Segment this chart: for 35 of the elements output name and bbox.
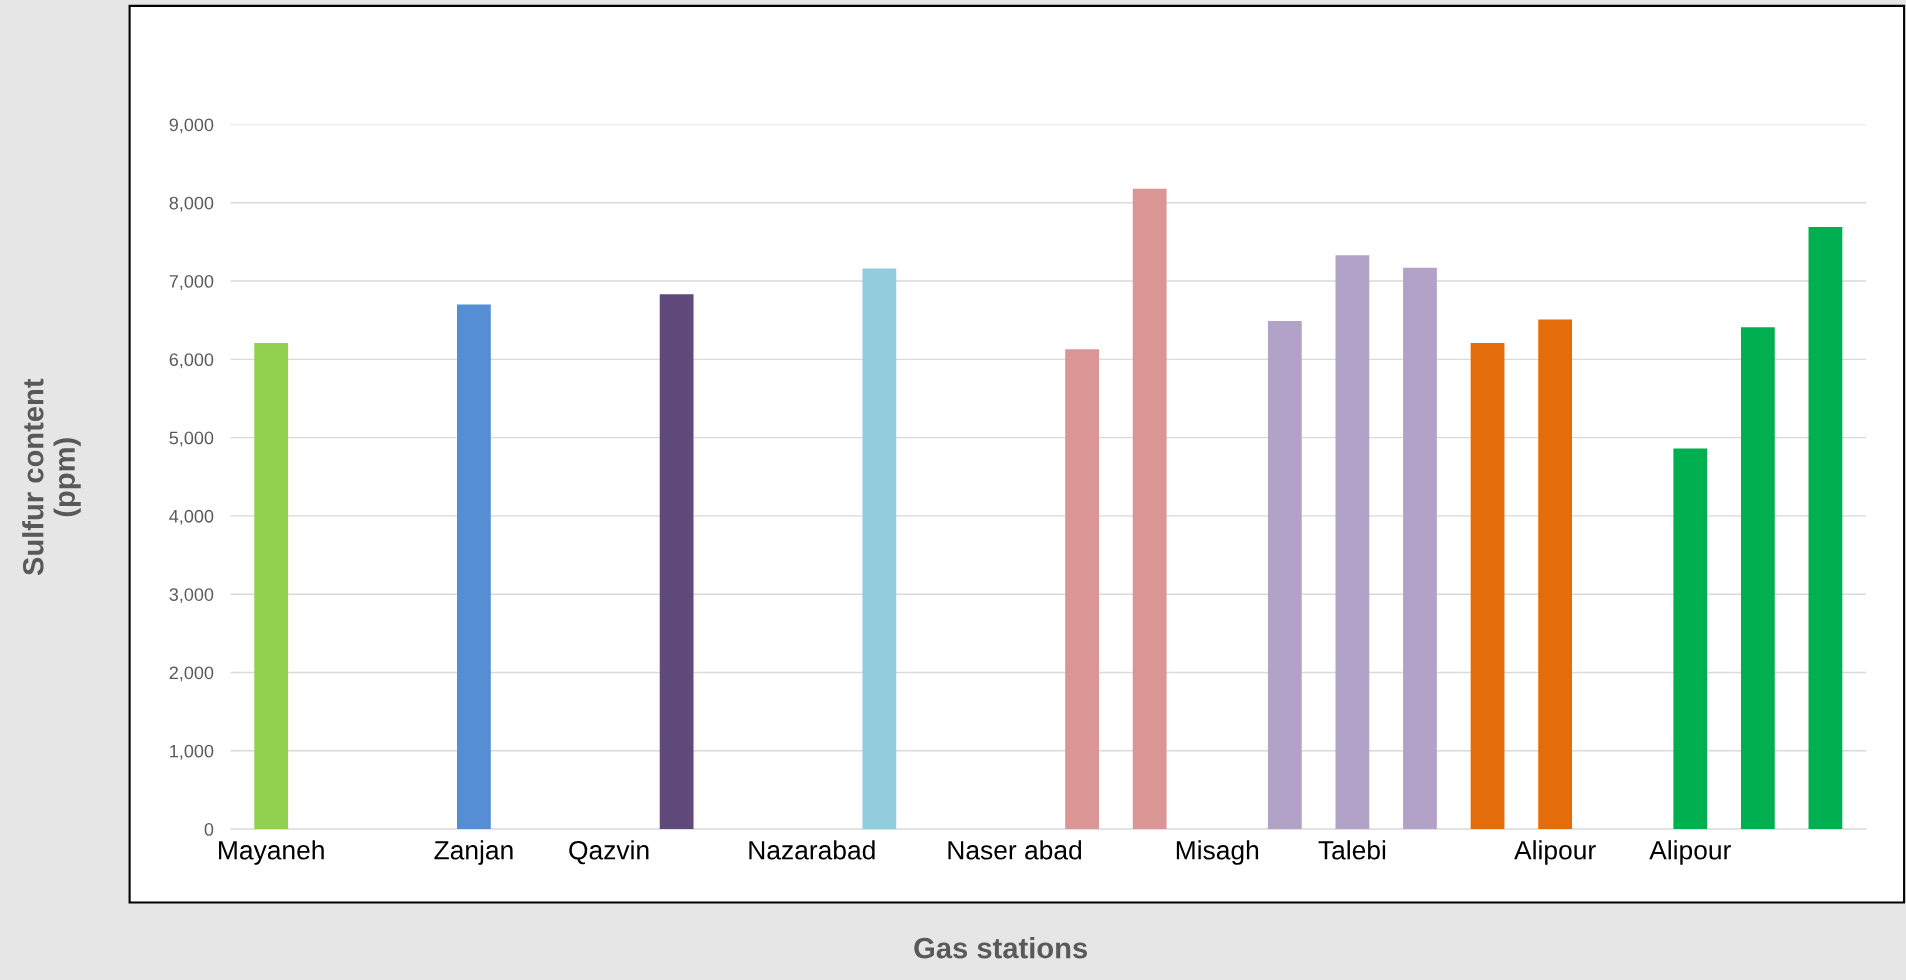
y-tick-label: 7,000 — [169, 274, 214, 290]
x-tick-label: Naser abad — [948, 840, 1082, 860]
bar — [1335, 255, 1370, 830]
bar — [254, 342, 289, 830]
y-tick-label: 9,000 — [169, 118, 214, 134]
bar — [1673, 448, 1708, 830]
bar — [1538, 319, 1573, 830]
y-tick-label: 4,000 — [169, 509, 214, 525]
bar — [862, 268, 897, 830]
bar — [1065, 349, 1099, 830]
x-tick-label: Misagh — [1176, 840, 1259, 865]
bar — [1403, 267, 1437, 830]
y-tick-label: 0 — [204, 823, 214, 836]
y-axis-title: Sulfur content (ppm) — [22, 378, 81, 576]
bar — [1132, 188, 1167, 830]
x-tick-label: Alipour — [1649, 840, 1731, 865]
bar — [1470, 342, 1505, 830]
y-tick-label: 5,000 — [169, 431, 214, 447]
y-tick-label: 2,000 — [169, 666, 214, 682]
bar — [659, 294, 694, 830]
bar — [1267, 320, 1302, 830]
x-tick-label: Qazvin — [569, 840, 649, 865]
x-axis-title: Gas stations — [914, 937, 1087, 959]
bar — [1808, 227, 1843, 830]
bar — [1740, 327, 1775, 830]
x-tick-label: Mayaneh — [219, 840, 324, 865]
x-tick-label: Nazarabad — [749, 840, 875, 860]
bar — [457, 304, 491, 830]
y-tick-label: 8,000 — [169, 196, 214, 212]
x-tick-label: Alipour — [1514, 840, 1596, 865]
x-tick-label: Zanjan — [434, 840, 513, 865]
y-tick-label: 6,000 — [169, 353, 214, 369]
y-tick-label: 1,000 — [170, 744, 214, 760]
x-tick-label: Talebi — [1318, 840, 1386, 860]
y-tick-label: 3,000 — [169, 588, 214, 604]
